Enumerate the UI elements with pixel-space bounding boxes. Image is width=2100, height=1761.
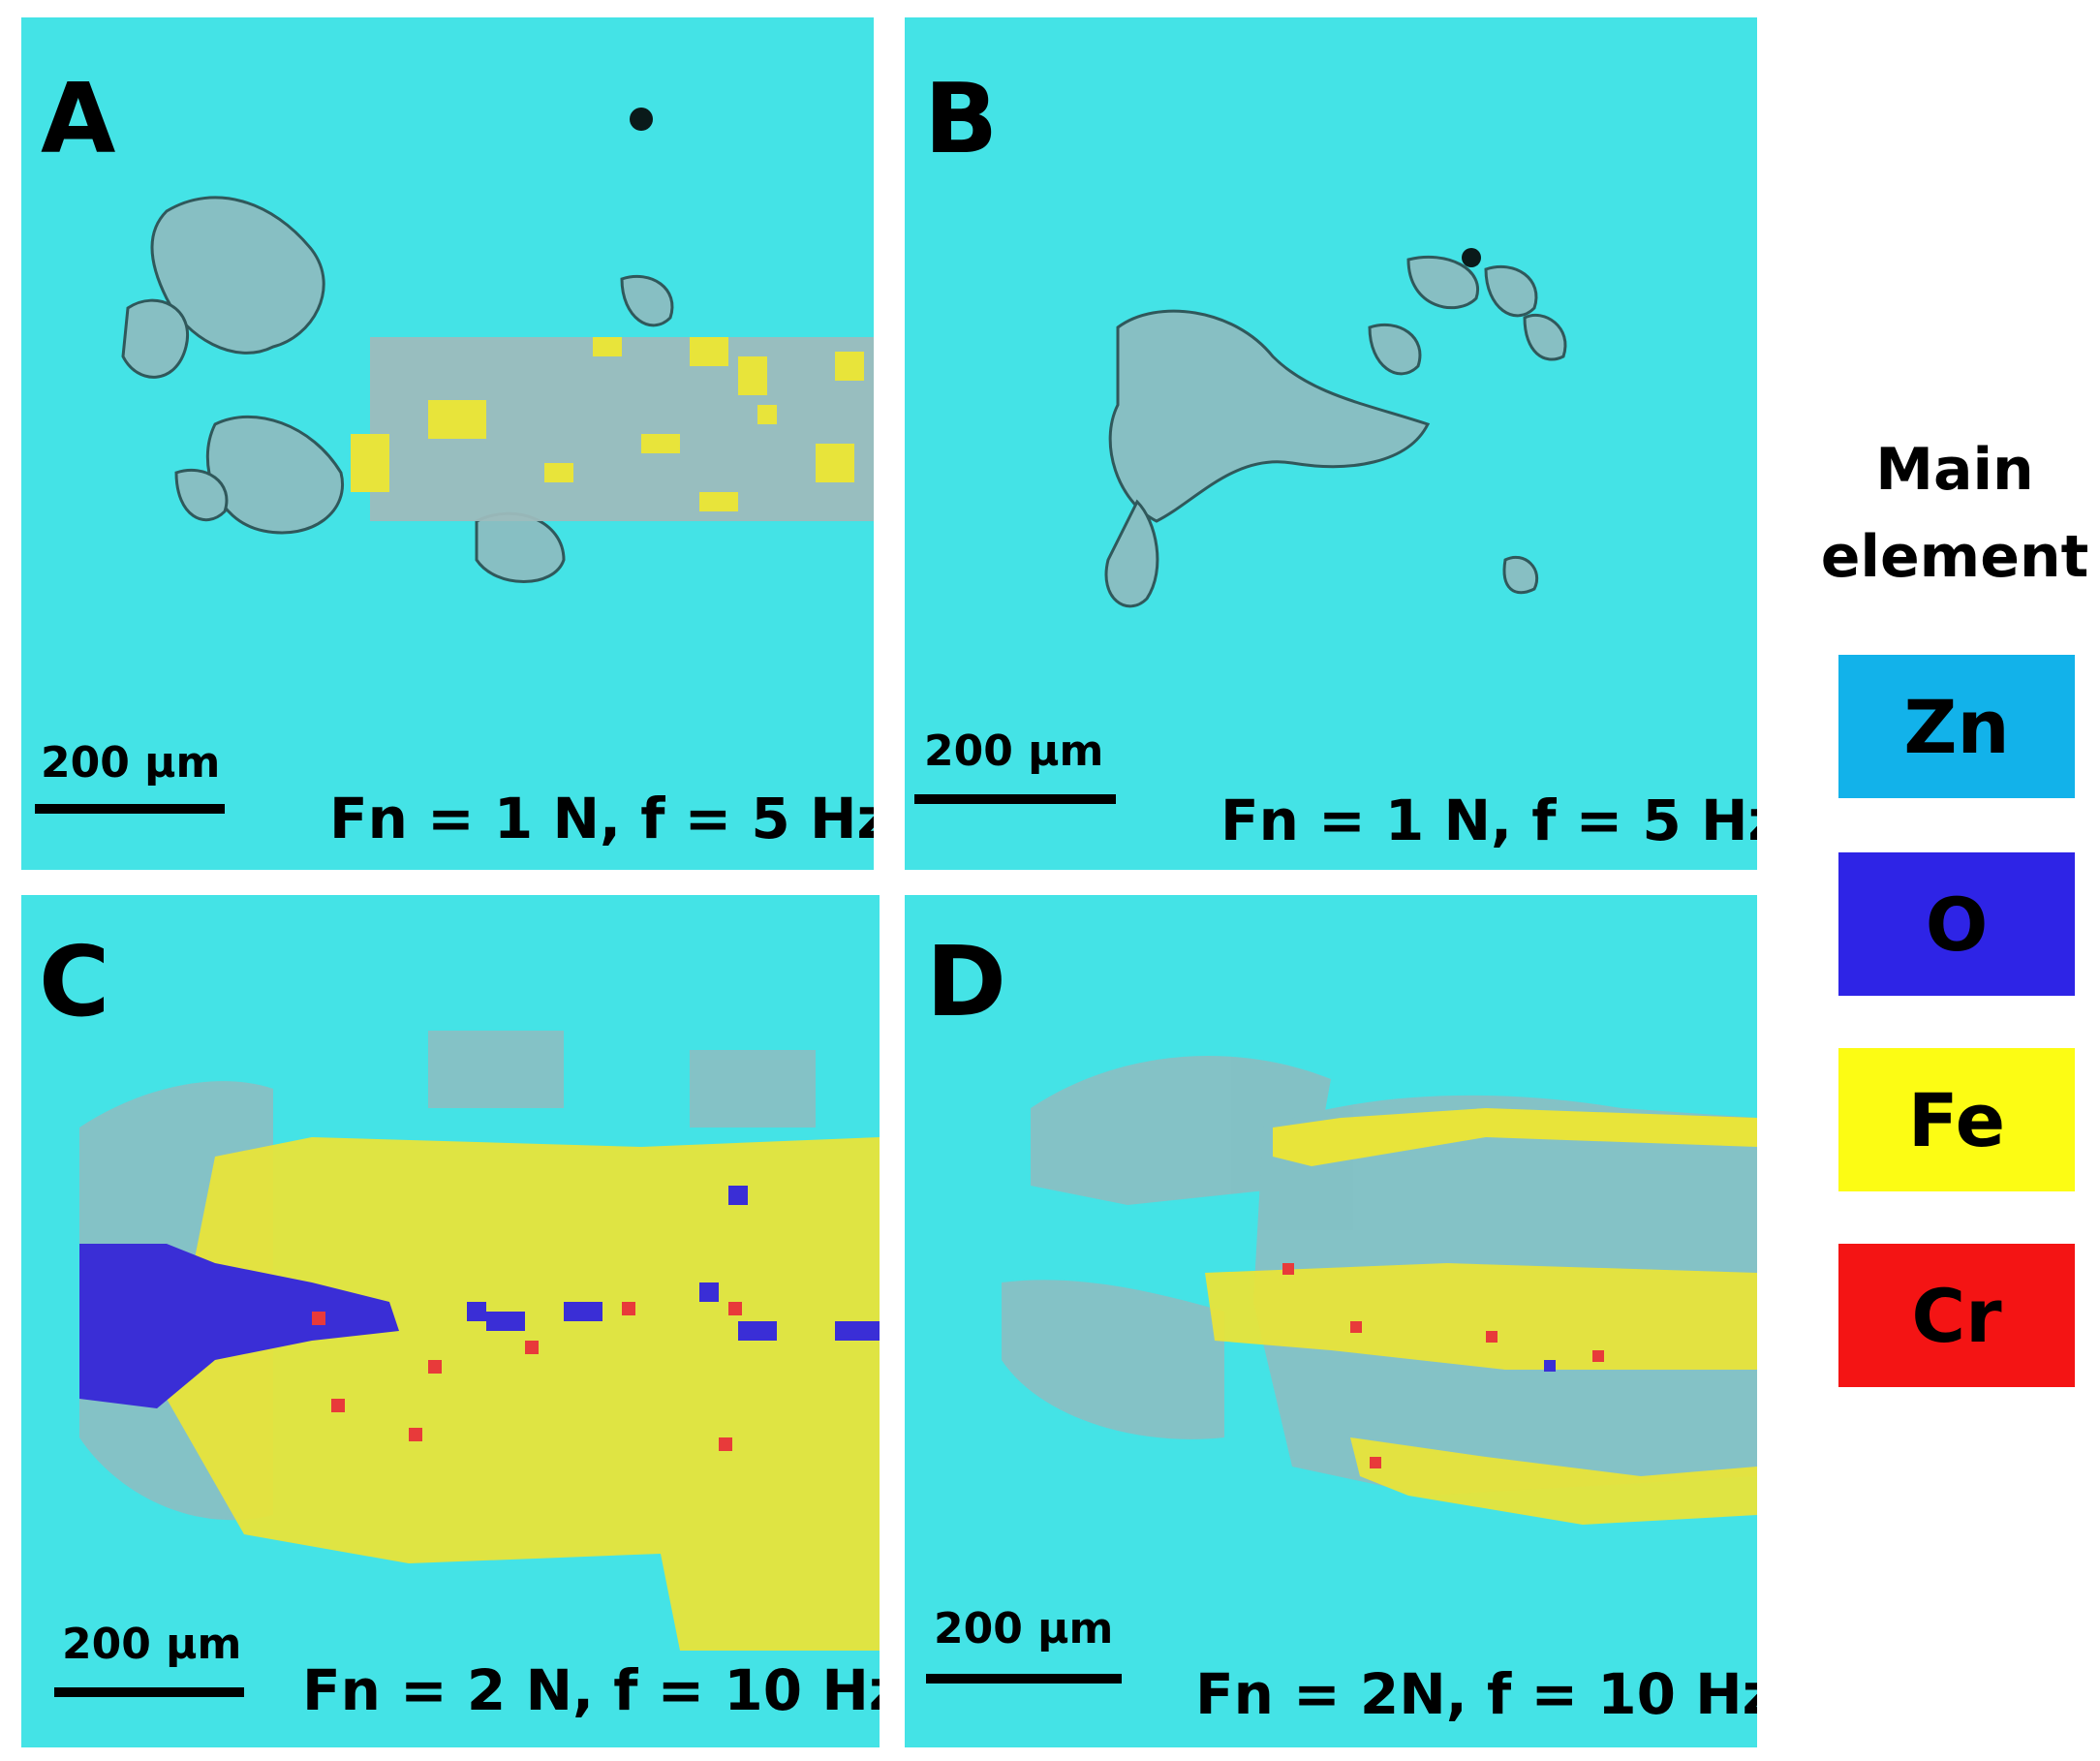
panel-b: B 200 µm Fn = 1 N, f = 5 Hz (905, 17, 1757, 870)
panel-c: C 200 µm Fn = 2 N, f = 10 Hz (21, 895, 880, 1747)
legend-swatch-cr: Cr (1838, 1244, 2075, 1387)
panel-letter: B (924, 62, 999, 175)
panel-letter: A (41, 62, 116, 175)
legend-title: Main element (1811, 426, 2098, 601)
eds-map-a (121, 108, 874, 583)
condition-label: Fn = 2N, f = 10 Hz (1195, 1661, 1757, 1727)
eds-map-c (79, 1031, 880, 1651)
scale-bar (926, 1674, 1122, 1684)
scale-bar-label: 200 µm (41, 738, 221, 788)
legend-title-line: element (1820, 523, 2089, 591)
panel-letter: C (39, 925, 110, 1038)
scale-bar-label: 200 µm (62, 1620, 242, 1669)
legend-title-line: Main (1875, 436, 2034, 504)
legend-label: Zn (1903, 683, 2010, 770)
condition-label: Fn = 1 N, f = 5 Hz (329, 786, 874, 851)
condition-label: Fn = 1 N, f = 5 Hz (1220, 788, 1757, 853)
legend-swatch-zn: Zn (1838, 655, 2075, 798)
legend-label: Fe (1907, 1076, 2006, 1163)
panel-a: A 200 µm Fn = 1 N, f = 5 Hz (21, 17, 874, 870)
legend-swatch-fe: Fe (1838, 1048, 2075, 1191)
scale-bar-label: 200 µm (924, 726, 1104, 776)
legend-label: Cr (1911, 1272, 2002, 1359)
legend-swatch-o: O (1838, 852, 2075, 996)
condition-label: Fn = 2 N, f = 10 Hz (302, 1657, 880, 1723)
scale-bar (54, 1687, 244, 1697)
panel-d: D 200 µm Fn = 2N, f = 10 Hz (905, 895, 1757, 1747)
eds-map-b (1104, 248, 1567, 608)
panel-letter: D (926, 925, 1007, 1038)
scale-bar-label: 200 µm (934, 1604, 1114, 1653)
scale-bar (914, 794, 1116, 804)
legend-label: O (1925, 880, 1989, 968)
eds-map-d (1002, 1056, 1757, 1525)
scale-bar (35, 804, 225, 814)
